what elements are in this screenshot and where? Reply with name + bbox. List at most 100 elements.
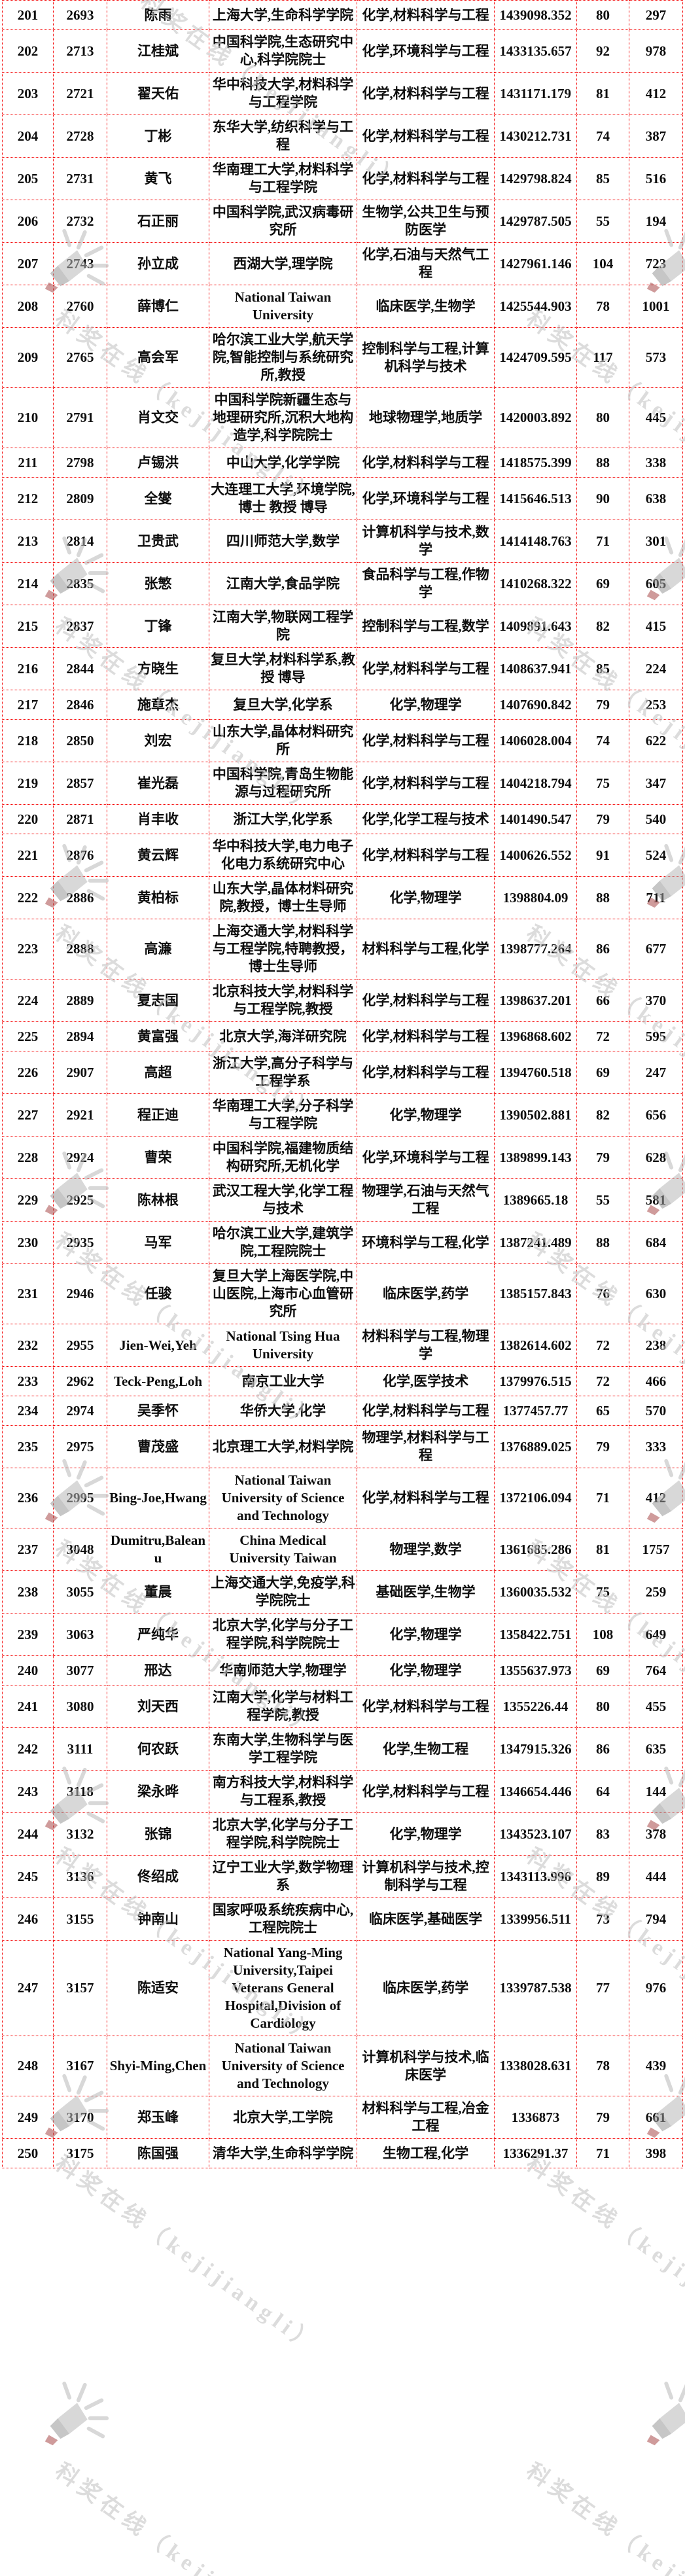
watermark-text: 科奖在线（kejijiangli） — [50, 2459, 323, 2576]
cell-metric-1: 72 — [576, 1366, 629, 1396]
cell-scholar-name: 全燮 — [107, 477, 209, 520]
cell-metric-2: 247 — [629, 1051, 683, 1094]
cell-domestic-rank: 243 — [2, 1770, 54, 1813]
cell-world-rank: 3063 — [53, 1613, 107, 1656]
table-row: 230 2935 马军 哈尔滨工业大学,建筑学院,工程院院士 环境科学与工程,化… — [2, 1221, 683, 1264]
cell-subject-fields: 化学,材料科学与工程 — [357, 157, 495, 200]
cell-affiliation: 四川师范大学,数学 — [209, 520, 357, 563]
cell-scholar-name: 张慜 — [107, 562, 209, 605]
table-row: 242 3111 何农跃 东南大学,生物科学与医学工程学院 化学,生物工程 13… — [2, 1727, 683, 1771]
cell-domestic-rank: 205 — [2, 157, 54, 200]
cell-metric-1: 75 — [576, 1570, 629, 1614]
cell-metric-1: 79 — [576, 1136, 629, 1179]
table-row: 201 2693 陈雨 上海大学,生命科学学院 化学,材料科学与工程 14390… — [2, 0, 683, 30]
cell-scholar-name: 黄云辉 — [107, 834, 209, 877]
cell-subject-fields: 化学,材料科学与工程 — [357, 719, 495, 762]
cell-metric-2: 445 — [629, 387, 683, 448]
table-row: 244 3132 张锦 北京大学,化学与分子工程学院,科学院院士 化学,物理学 … — [2, 1812, 683, 1856]
cell-scholar-name: 董晨 — [107, 1570, 209, 1614]
cell-affiliation: 浙江大学,高分子科学与工程学系 — [209, 1051, 357, 1094]
cell-metric-2: 635 — [629, 1727, 683, 1771]
cell-metric-1: 88 — [576, 448, 629, 478]
cell-domestic-rank: 219 — [2, 762, 54, 805]
cell-scholar-name: 夏志国 — [107, 979, 209, 1022]
cell-subject-fields: 材料科学与工程,冶金工程 — [357, 2096, 495, 2139]
cell-scholar-name: 邢达 — [107, 1655, 209, 1685]
cell-score: 1336291.37 — [494, 2138, 577, 2168]
cell-domestic-rank: 241 — [2, 1685, 54, 1728]
cell-subject-fields: 化学,生物工程 — [357, 1727, 495, 1771]
cell-affiliation: 华中科技大学,材料科学与工程学院 — [209, 72, 357, 115]
cell-domestic-rank: 235 — [2, 1425, 54, 1468]
cell-score: 1418575.399 — [494, 448, 577, 478]
cell-metric-2: 466 — [629, 1366, 683, 1396]
cell-domestic-rank: 245 — [2, 1855, 54, 1898]
table-row: 209 2765 高会军 哈尔滨工业大学,航天学院,智能控制与系统研究所,教授 … — [2, 327, 683, 388]
cell-domestic-rank: 238 — [2, 1570, 54, 1614]
cell-affiliation: 上海交通大学,材料科学与工程学院,特聘教授，博士生导师 — [209, 919, 357, 979]
cell-metric-2: 677 — [629, 919, 683, 979]
cell-subject-fields: 化学,材料科学与工程 — [357, 1468, 495, 1528]
cell-domestic-rank: 231 — [2, 1263, 54, 1324]
table-row: 203 2721 翟天佑 华中科技大学,材料科学与工程学院 化学,材料科学与工程… — [2, 72, 683, 115]
cell-scholar-name: 黄富强 — [107, 1021, 209, 1051]
cell-metric-2: 347 — [629, 762, 683, 805]
cell-scholar-name: 严纯华 — [107, 1613, 209, 1656]
cell-subject-fields: 环境科学与工程,化学 — [357, 1221, 495, 1264]
cell-subject-fields: 临床医学,药学 — [357, 1263, 495, 1324]
cell-scholar-name: 方晓生 — [107, 647, 209, 690]
cell-scholar-name: 陈林根 — [107, 1178, 209, 1222]
table-row: 224 2889 夏志国 北京科技大学,材料科学与工程学院,教授 化学,材料科学… — [2, 979, 683, 1022]
cell-subject-fields: 食品科学与工程,作物学 — [357, 562, 495, 605]
cell-domestic-rank: 227 — [2, 1093, 54, 1137]
cell-subject-fields: 物理学,石油与天然气工程 — [357, 1178, 495, 1222]
cell-subject-fields: 物理学,数学 — [357, 1528, 495, 1571]
cell-score: 1347915.326 — [494, 1727, 577, 1771]
cell-world-rank: 2889 — [53, 979, 107, 1022]
cell-metric-2: 253 — [629, 690, 683, 720]
cell-metric-1: 64 — [576, 1770, 629, 1813]
cell-scholar-name: 何农跃 — [107, 1727, 209, 1771]
cell-metric-1: 71 — [576, 1468, 629, 1528]
cell-affiliation: 北京大学,化学与分子工程学院,科学院院士 — [209, 1613, 357, 1656]
cell-score: 1382614.602 — [494, 1324, 577, 1367]
cell-scholar-name: 肖丰收 — [107, 804, 209, 834]
table-row: 241 3080 刘天西 江南大学,化学与材料工程学院,教授 化学,材料科学与工… — [2, 1685, 683, 1728]
table-row: 208 2760 薛博仁 National Taiwan University … — [2, 285, 683, 328]
cell-domestic-rank: 233 — [2, 1366, 54, 1396]
cell-metric-2: 595 — [629, 1021, 683, 1051]
cell-metric-2: 1757 — [629, 1528, 683, 1571]
cell-score: 1343113.996 — [494, 1855, 577, 1898]
cell-score: 1343523.107 — [494, 1812, 577, 1856]
cell-score: 1379976.515 — [494, 1366, 577, 1396]
cell-world-rank: 3155 — [53, 1897, 107, 1941]
cell-world-rank: 2798 — [53, 448, 107, 478]
cell-metric-2: 439 — [629, 2036, 683, 2096]
cell-metric-2: 723 — [629, 242, 683, 285]
cell-subject-fields: 临床医学,生物学 — [357, 285, 495, 328]
cell-world-rank: 2886 — [53, 876, 107, 919]
table-row: 222 2886 黄柏标 山东大学,晶体材料研究院,教授，博士生导师 化学,物理… — [2, 876, 683, 919]
cell-scholar-name: 钟南山 — [107, 1897, 209, 1941]
cell-domestic-rank: 225 — [2, 1021, 54, 1051]
cell-score: 1415646.513 — [494, 477, 577, 520]
watermark-text: 科奖在线（kejijiangli） — [521, 2151, 685, 2359]
cell-affiliation: 浙江大学,化学系 — [209, 804, 357, 834]
table-row: 221 2876 黄云辉 华中科技大学,电力电子化电力系统研究中心 化学,材料科… — [2, 834, 683, 877]
cell-subject-fields: 控制科学与工程,数学 — [357, 605, 495, 648]
cell-scholar-name: 高会军 — [107, 327, 209, 388]
cell-world-rank: 2760 — [53, 285, 107, 328]
cell-world-rank: 3175 — [53, 2138, 107, 2168]
cell-subject-fields: 临床医学,基础医学 — [357, 1897, 495, 1941]
cell-metric-1: 78 — [576, 285, 629, 328]
cell-metric-1: 55 — [576, 1178, 629, 1222]
cell-metric-1: 80 — [576, 0, 629, 30]
cell-domestic-rank: 250 — [2, 2138, 54, 2168]
table-row: 205 2731 黄飞 华南理工大学,材料科学与工程学院 化学,材料科学与工程 … — [2, 157, 683, 200]
cell-metric-1: 69 — [576, 1655, 629, 1685]
cell-domestic-rank: 249 — [2, 2096, 54, 2139]
cell-metric-1: 71 — [576, 520, 629, 563]
cell-metric-2: 605 — [629, 562, 683, 605]
cell-subject-fields: 化学,物理学 — [357, 876, 495, 919]
